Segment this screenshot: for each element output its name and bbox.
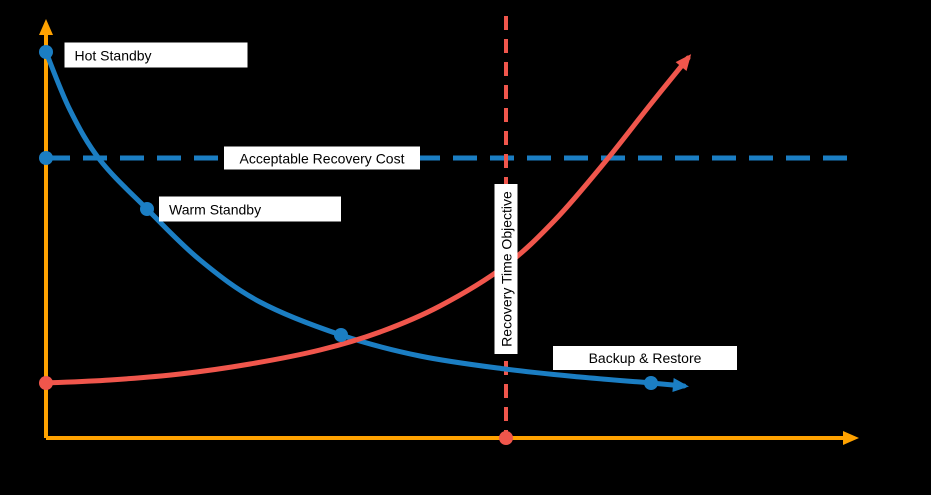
downtime-cost-curve-point bbox=[39, 376, 53, 390]
downtime-cost-curve bbox=[43, 55, 691, 386]
recovery-cost-curve-arrow bbox=[672, 378, 689, 392]
label-hot-standby: Hot Standby bbox=[64, 42, 248, 68]
recovery-cost-curve bbox=[43, 49, 687, 389]
downtime-cost-curve-arrow bbox=[675, 54, 692, 71]
label-warm-standby: Warm Standby bbox=[159, 196, 341, 222]
recovery-time-objective-point bbox=[499, 431, 513, 445]
recovery-cost-curve-point bbox=[644, 376, 658, 390]
acceptable-recovery-cost-point bbox=[39, 151, 53, 165]
label-recovery-time-objective: Recovery Time Objective bbox=[494, 184, 518, 354]
label-acceptable-recovery-cost: Acceptable Recovery Cost bbox=[224, 146, 420, 170]
x-axis-arrow bbox=[843, 431, 859, 445]
recovery-cost-curve-point bbox=[39, 45, 53, 59]
recovery-cost-curve-point bbox=[140, 202, 154, 216]
y-axis-arrow bbox=[39, 19, 53, 35]
label-backup-and-restore: Backup & Restore bbox=[553, 346, 737, 370]
recovery-cost-curve-point bbox=[334, 328, 348, 342]
